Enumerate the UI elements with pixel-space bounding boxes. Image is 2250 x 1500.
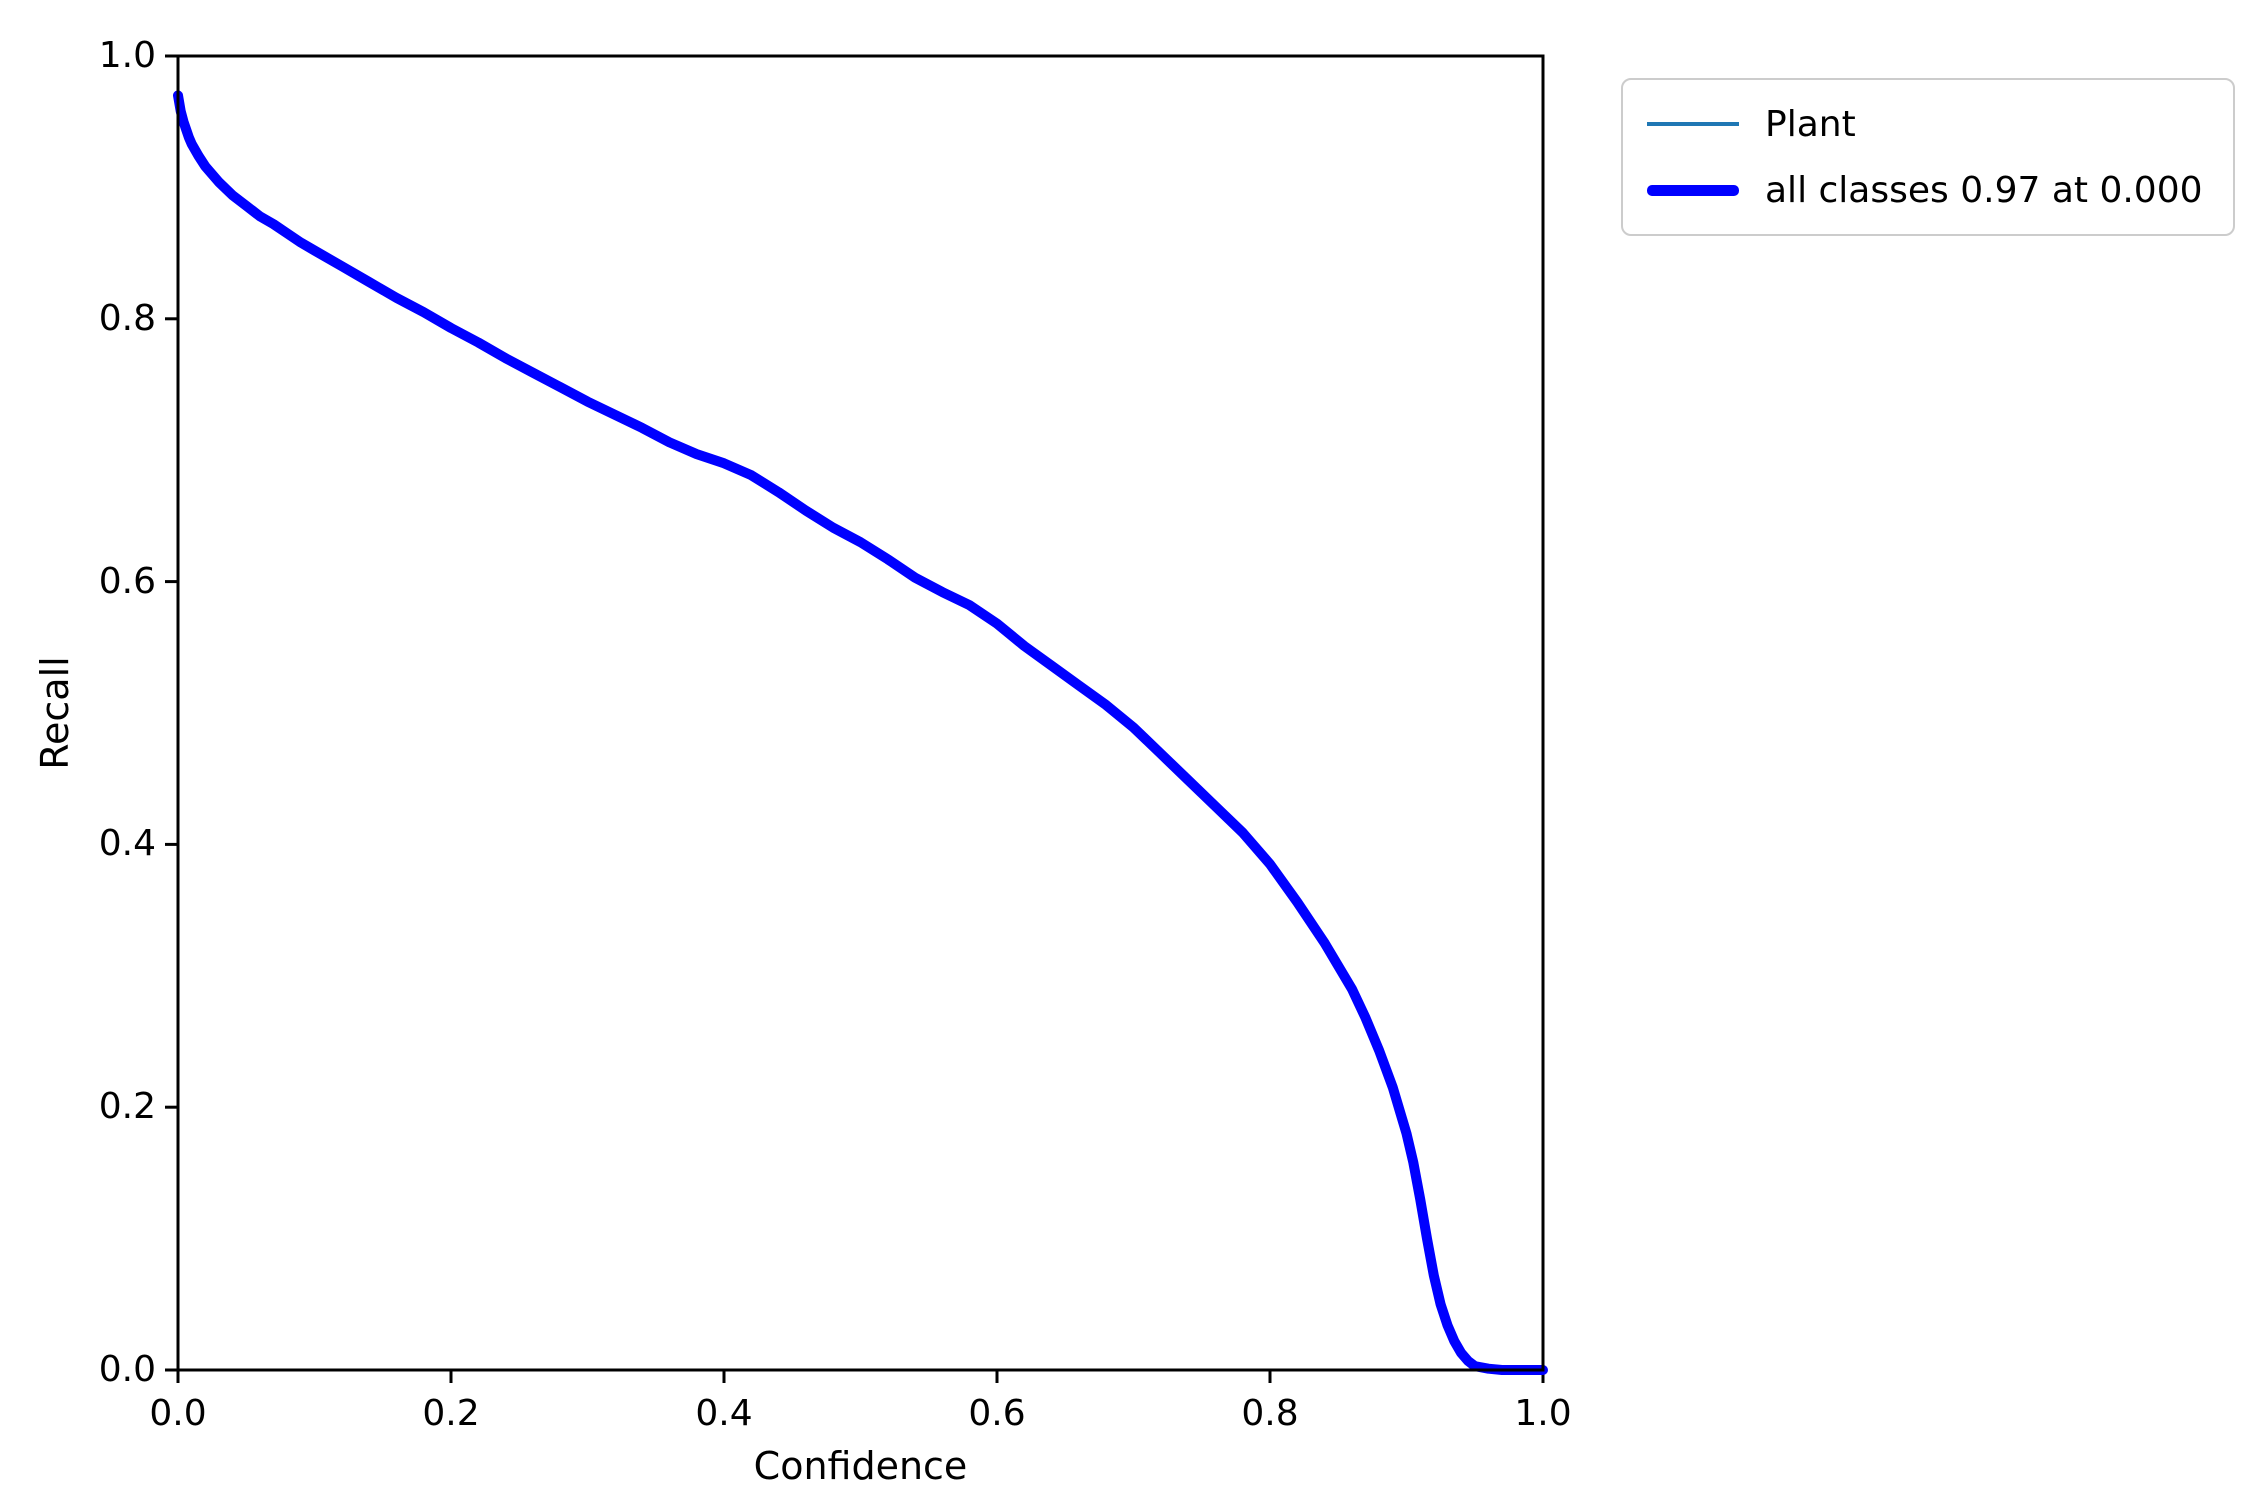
x-axis-label: Confidence [753,1444,968,1488]
legend-swatch-thick-line [1647,184,1739,196]
legend-label: all classes 0.97 at 0.000 [1765,169,2203,211]
y-tick-label: 0.6 [98,560,156,602]
y-tick-label: 1.0 [98,35,156,76]
x-tick-label: 0.6 [968,1393,1026,1434]
x-tick-label: 0.0 [149,1393,207,1434]
legend-label: Plant [1765,103,1856,145]
legend-swatch-thin-line [1647,122,1739,126]
legend-item: all classes 0.97 at 0.000 [1647,164,2203,216]
x-tick-label: 0.4 [695,1393,753,1434]
y-tick-label: 0.4 [98,823,156,865]
y-tick-label: 0.8 [98,297,156,339]
legend-item: Plant [1647,98,2203,150]
legend: Plant all classes 0.97 at 0.000 [1621,78,2235,236]
x-tick-label: 0.2 [422,1393,480,1434]
x-tick-label: 0.8 [1241,1393,1299,1434]
x-tick-label: 1.0 [1514,1393,1572,1434]
y-axis-label: Recall [33,656,77,770]
y-tick-label: 0.0 [98,1349,156,1390]
y-tick-label: 0.2 [98,1086,156,1128]
